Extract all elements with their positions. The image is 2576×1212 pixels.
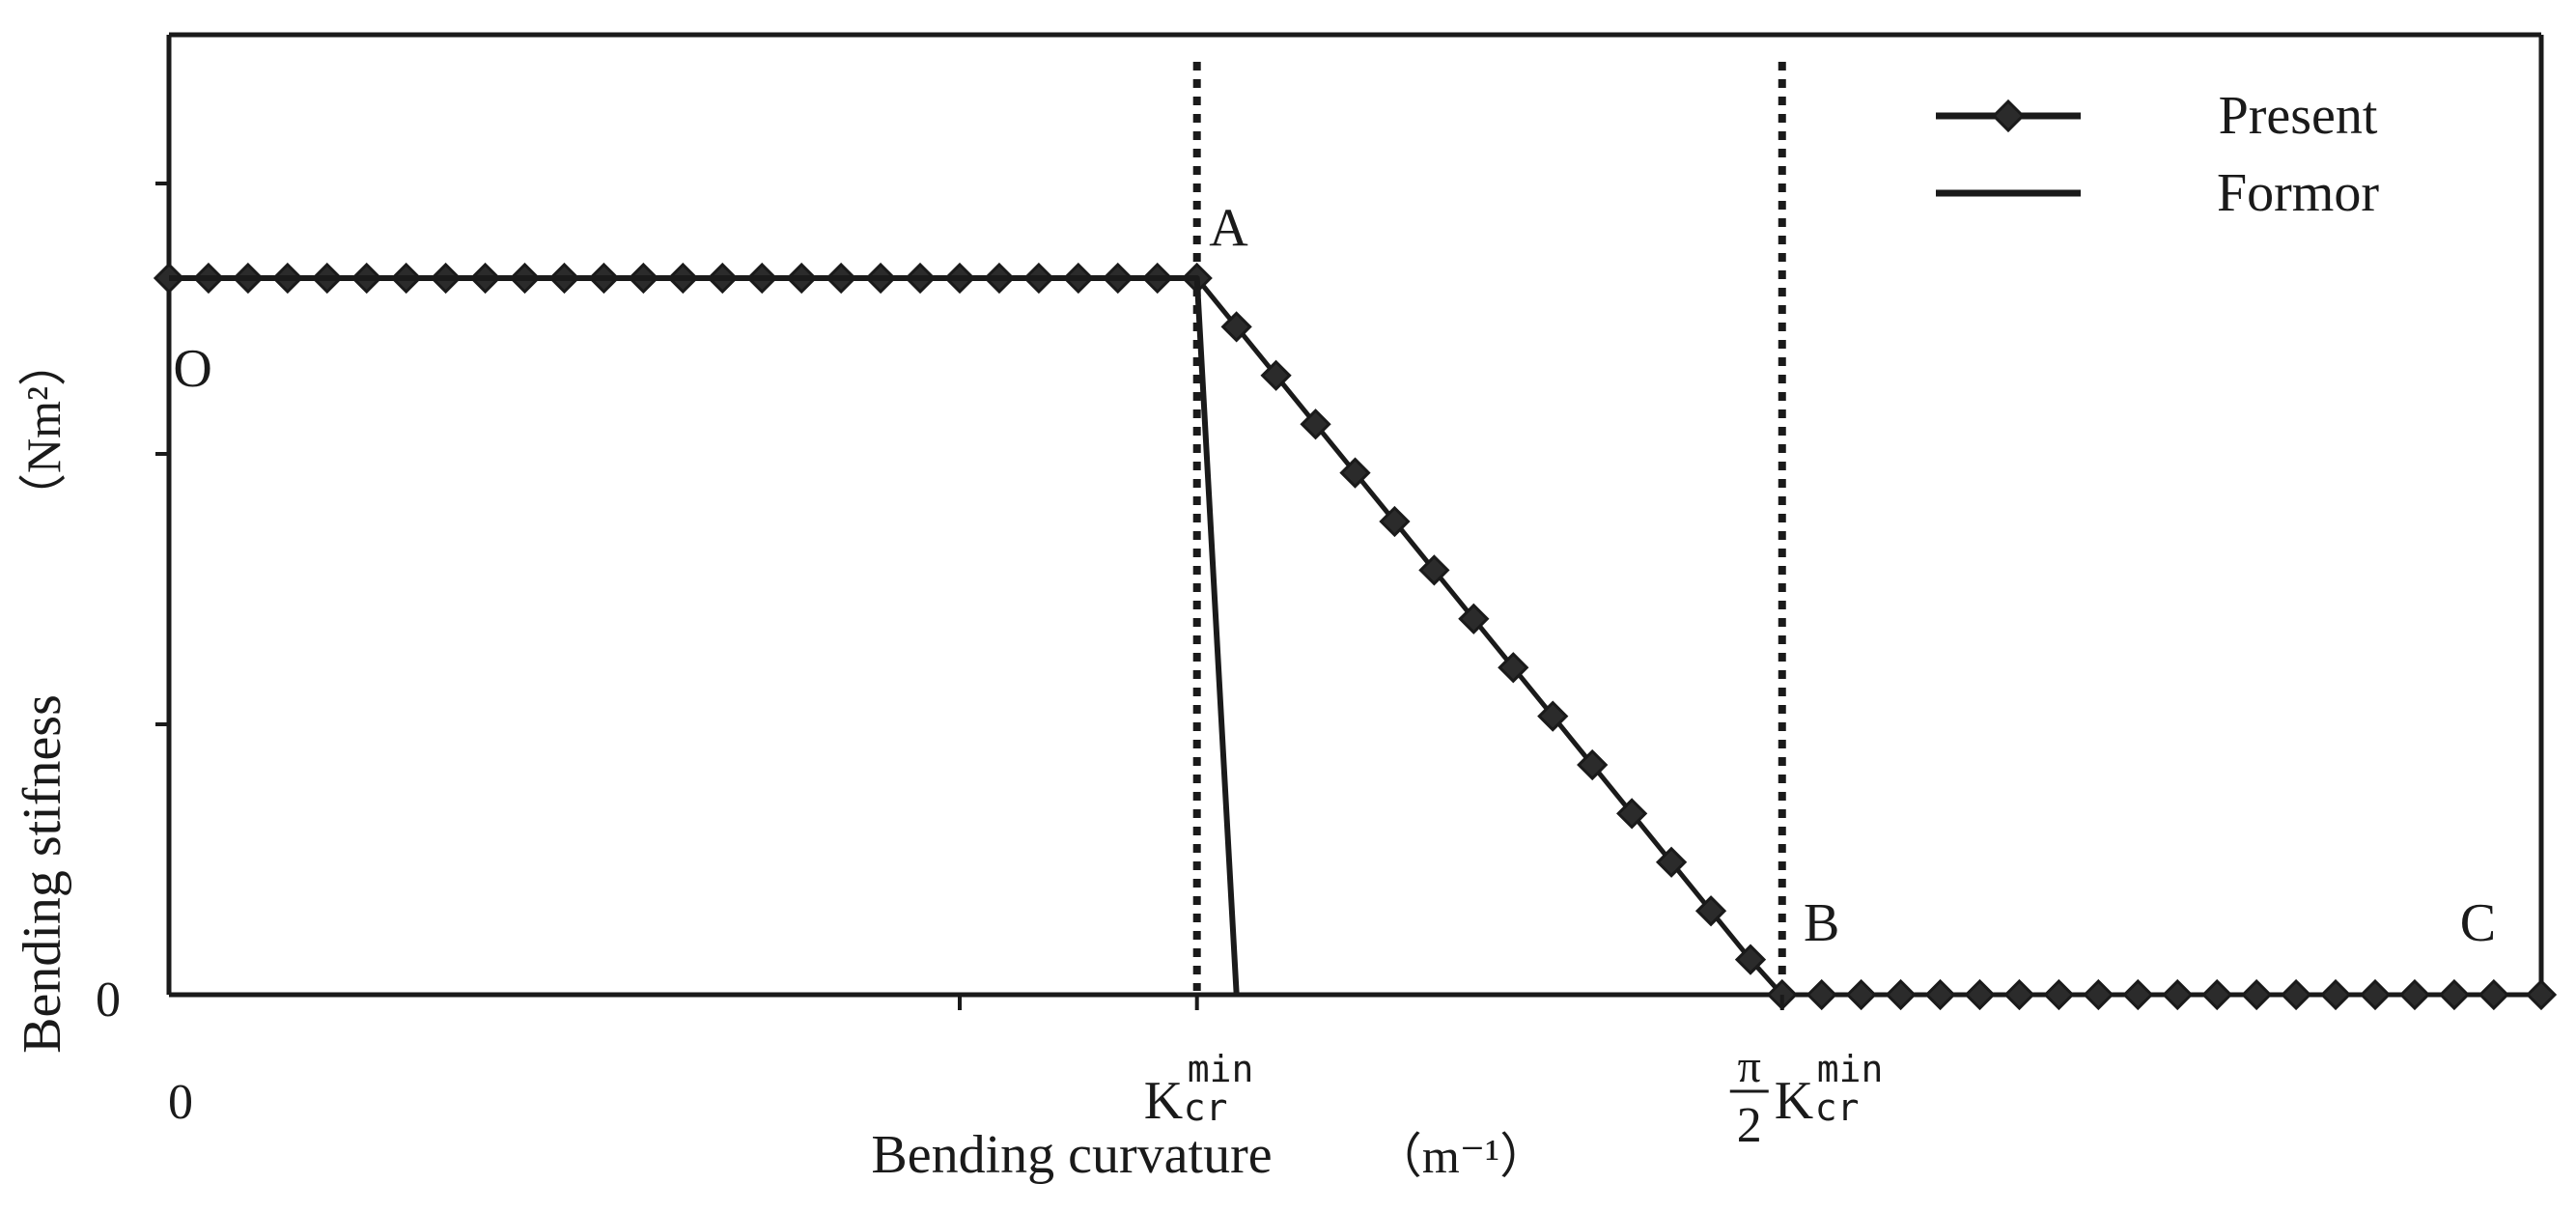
y-axis-unit: （Nm²） [16,338,70,521]
present-point [2201,978,2233,1011]
x-tick-label-sub: cr [1184,1086,1228,1129]
present-point [1339,457,1371,489]
present-point [1260,359,1292,391]
x-tick-label-pi: π [1738,1041,1761,1092]
present-point [1964,978,1996,1011]
present-point [2525,978,2558,1011]
present-point [1885,978,1917,1011]
present-point [1458,603,1490,634]
present-point [2319,978,2352,1011]
legend-marker [1991,99,2026,133]
legend: Present Formor [1936,86,2379,223]
x-tick-label-sub: cr [1815,1086,1860,1129]
legend-label: Formor [2217,163,2379,223]
present-point [2122,978,2154,1011]
x-tick-label-sup: min [1817,1048,1884,1090]
present-point [2043,978,2075,1011]
plot-frame [166,32,2544,998]
present-point [2280,978,2312,1011]
series-line-present [169,275,2541,998]
point-label-o: O [173,339,211,399]
point-labels: O A B C [173,198,2496,953]
legend-item-present: Present [1936,86,2378,146]
present-point [2241,978,2273,1011]
x-zero-label: 0 [168,1075,193,1130]
present-point [1845,978,1877,1011]
present-point [2359,978,2392,1011]
series-line-formor [169,275,1240,996]
x-tick-label-base: K [1144,1071,1183,1131]
present-point [2162,978,2194,1011]
x-axis-unit: （m⁻¹） [1374,1129,1548,1183]
present-point [1300,409,1331,440]
series-present [153,262,2558,1011]
legend-item-formor: Formor [1936,163,2379,223]
x-tick-label-sup: min [1188,1048,1254,1090]
series-formor [169,275,1240,996]
axis-labels: 0 0 Bending curvature （m⁻¹） Bending stif… [13,338,1548,1185]
x-tick-label-base: K [1775,1071,1813,1131]
present-point [1577,748,1609,781]
point-label-b: B [1804,893,1839,953]
x-axis-title: Bending curvature [871,1125,1272,1185]
present-point [2083,978,2114,1011]
vertical-reference-lines [1192,62,1786,991]
point-label-a: A [1209,198,1248,258]
present-point [1418,554,1450,586]
present-point [1694,895,1727,927]
present-point [2398,978,2431,1011]
point-label-c: C [2460,893,2496,953]
y-zero-label: 0 [96,972,121,1028]
present-point [2003,978,2035,1011]
present-point [2438,978,2471,1011]
present-point [1379,505,1411,538]
present-point [1498,652,1529,684]
present-point [1616,798,1648,830]
present-point [1655,846,1688,878]
present-point [1806,978,1837,1011]
y-axis-title: Bending stifness [13,694,72,1054]
present-point [1220,311,1252,343]
present-point [2478,978,2509,1011]
series-layer [153,262,2558,1011]
legend-label: Present [2219,86,2378,146]
x-tick-label-two: 2 [1737,1098,1762,1153]
present-point [1537,700,1569,732]
present-point [1924,978,1956,1011]
present-point [1734,944,1767,975]
